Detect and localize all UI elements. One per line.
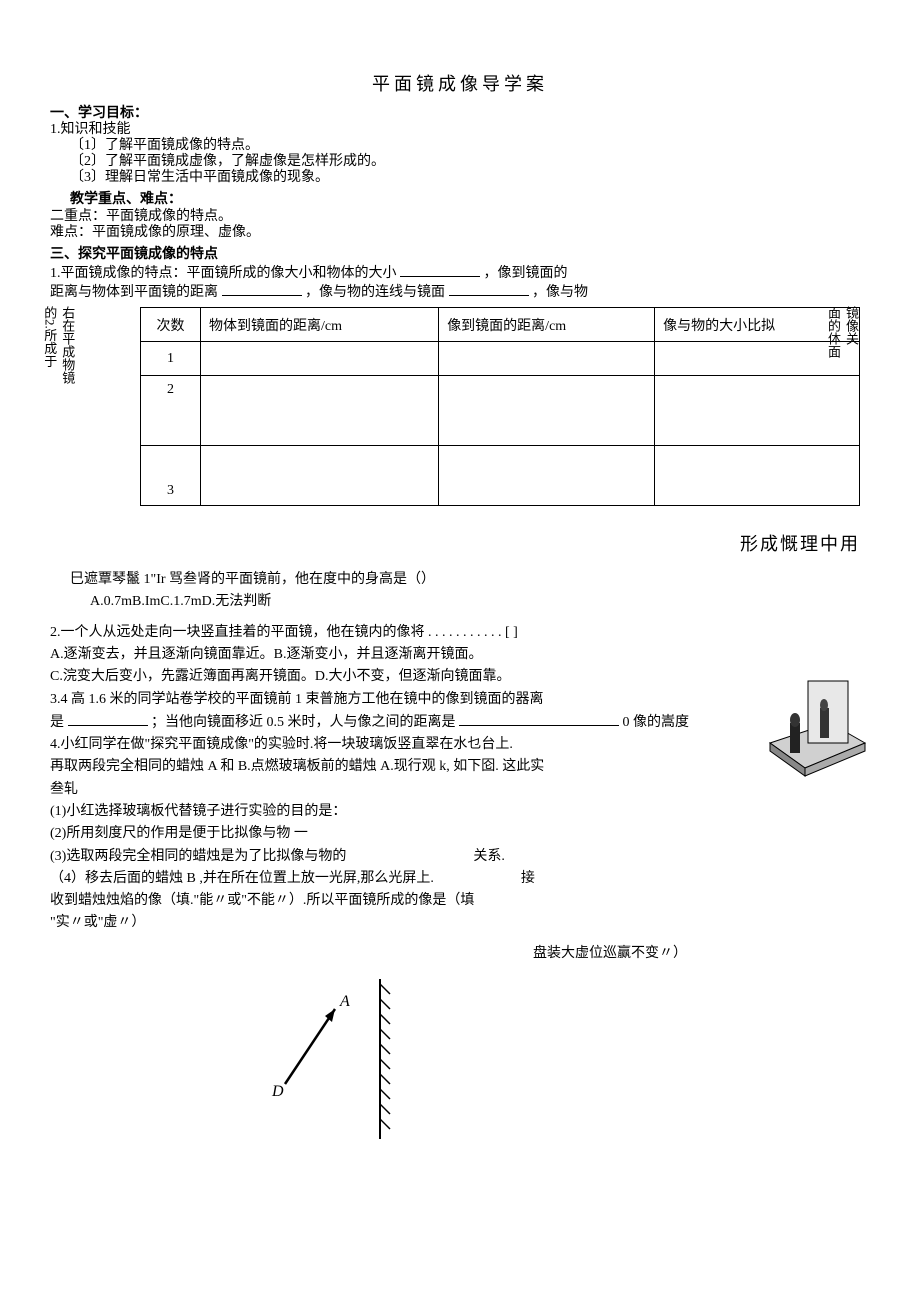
cell-trial-3: 3 (141, 446, 201, 506)
sec3-l1b: ，像到镜面的 (484, 266, 568, 281)
q4-s4a: （4）移去后面的蜡烛 B ,并在所在位置上放一光屏,那么光屏上. (50, 871, 434, 886)
blank-q3b[interactable] (459, 712, 619, 726)
q4-s3a: (3)选取两段完全相同的蜡烛是为了比拟像与物的 (50, 849, 346, 864)
vertical-text-left-2: 右在平成物镜 (60, 306, 74, 384)
q4-sub2: (2)所用刻度尺的作用是便于比拟像与物 一 (50, 824, 870, 844)
cell-trial-2: 2 (141, 376, 201, 446)
q4-sub1: (1)小红选择玻璃板代替镜子进行实验的目的是： (50, 802, 870, 822)
sec1-item-3: 〔3〕理解日常生活中平面镜成像的现象。 (50, 170, 870, 186)
section-1-head: 一、学习目标： (50, 106, 870, 122)
q3-line1: 3.4 高 1.6 米的同学站卷学校的平面镜前 1 束普施方工他在镜中的像到镜面… (50, 690, 870, 710)
q2-opt-ab: A.逐渐变去，并且逐渐向镜面靠近。B.逐渐变小，并且逐渐离开镜面。 (50, 645, 870, 665)
q3-l2a: 是 (50, 715, 64, 730)
table-row: 3 (141, 446, 860, 506)
section-2-head: 教学重点、难点： (50, 192, 870, 208)
table-row: 1 (141, 342, 860, 376)
cell-empty[interactable] (655, 376, 860, 446)
q1-options: A.0.7mB.ImC.1.7mD.无法判断 (50, 592, 870, 612)
cell-empty[interactable] (439, 342, 655, 376)
blank-2[interactable] (222, 282, 302, 296)
sec2-zhong: 二重点：平面镜成像的特点。 (50, 209, 870, 225)
q4-sub5: 收到蜡烛烛焰的像（填."能〃或"不能〃）.所以平面镜所成的像是（填 (50, 891, 870, 911)
bottom-note: 盘装大虚位巡赢不变〃） (350, 944, 870, 964)
cell-empty[interactable] (201, 342, 439, 376)
th-trial: 次数 (141, 308, 201, 342)
page-title: 平面镜成像导学案 (50, 70, 870, 96)
sec3-line1: 1.平面镜成像的特点：平面镜所成的像大小和物体的大小 ，像到镜面的 (50, 263, 870, 282)
upper-content: 一、学习目标： 1.知识和技能 〔1〕了解平面镜成像的特点。 〔2〕了解平面镜成… (50, 106, 870, 506)
cell-empty[interactable] (439, 446, 655, 506)
q4-line2: 再取两段完全相同的蜡烛 A 和 B.点燃玻璃板前的蜡烛 A.现行观 k, 如下囵… (50, 757, 870, 777)
sec1-item-2: 〔2〕了解平面镜成虚像，了解虚像是怎样形成的。 (50, 154, 870, 170)
sec1-item-1: 〔1〕了解平面镜成像的特点。 (50, 138, 870, 154)
sec3-l2b: ，像与物的连线与镜面 (305, 285, 445, 300)
vertical-text-left-1: 的2.所成于 (42, 306, 56, 368)
th-obj-dist: 物体到镜面的距离/cm (201, 308, 439, 342)
experiment-illustration (760, 673, 870, 783)
vertical-text-right-1: 面的体面 (826, 306, 840, 358)
vertical-text-right-2: 镜像关 (844, 306, 858, 345)
table-header-row: 次数 物体到镜面的距离/cm 像到镜面的距离/cm 像与物的大小比拟 (141, 308, 860, 342)
blank-q3a[interactable] (68, 712, 148, 726)
mirror-diagram: A D (230, 974, 470, 1144)
right-note: 形成慨理中用 (50, 530, 860, 556)
blank-3[interactable] (449, 282, 529, 296)
sec3-l2a: 距离与物体到平面镜的距离 (50, 285, 218, 300)
section-3-head: 三、探究平面镜成像的特点 (50, 247, 870, 263)
questions-block: 巳遮覃琴鬣 1"Ir 骂叁肾的平面镜前，他在度中的身高是（） A.0.7mB.I… (50, 570, 870, 1144)
label-a: A (339, 993, 350, 1010)
q3-l2b: ；当他向镜面移近 0.5 米时，人与像之间的距离是 (151, 715, 456, 730)
q4-line3: 叁轧 (50, 780, 870, 800)
q4-sub6: "实〃或"虚〃） (50, 913, 870, 933)
q4-sub3: (3)选取两段完全相同的蜡烛是为了比拟像与物的 关系. (50, 847, 870, 867)
label-d: D (271, 1083, 284, 1100)
th-img-dist: 像到镜面的距离/cm (439, 308, 655, 342)
blank-1[interactable] (400, 263, 480, 277)
q1-text: 巳遮覃琴鬣 1"Ir 骂叁肾的平面镜前，他在度中的身高是（） (50, 570, 870, 590)
cell-trial-1: 1 (141, 342, 201, 376)
sec3-l1a: 1.平面镜成像的特点：平面镜所成的像大小和物体的大小 (50, 266, 397, 281)
q4-line1: 4.小红同学在做"探究平面镜成像"的实验时.将一块玻璃饭竖直翠在水乜台上. (50, 735, 870, 755)
cell-empty[interactable] (655, 446, 860, 506)
cell-empty[interactable] (201, 446, 439, 506)
q3-l2c: 0 像的嵩度 (623, 715, 690, 730)
cell-empty[interactable] (201, 376, 439, 446)
q4-s4b: 接 (521, 871, 535, 886)
q2-line1: 2.一个人从远处走向一块竖直挂着的平面镜，他在镜内的像将 . . . . . .… (50, 623, 870, 643)
experiment-table: 次数 物体到镜面的距离/cm 像到镜面的距离/cm 像与物的大小比拟 1 2 3 (140, 307, 860, 506)
table-row: 2 (141, 376, 860, 446)
sec1-sub: 1.知识和技能 (50, 122, 870, 138)
sec3-line2: 距离与物体到平面镜的距离 ，像与物的连线与镜面 ，像与物 (50, 282, 870, 301)
q2: 2.一个人从远处走向一块竖直挂着的平面镜，他在镜内的像将 . . . . . .… (50, 623, 870, 934)
sec2-nan: 难点：平面镜成像的原理、虚像。 (50, 225, 870, 241)
q2-opt-cd: C.浣变大后变小，先露近簿面再离开镜面。D.大小不变，但逐渐向镜面靠。 (50, 667, 870, 687)
q4-sub4: （4）移去后面的蜡烛 B ,并在所在位置上放一光屏,那么光屏上. 接 (50, 869, 870, 889)
sec3-l2c: ，像与物 (532, 285, 588, 300)
q3-line2: 是 ；当他向镜面移近 0.5 米时，人与像之间的距离是 0 像的嵩度 (50, 712, 870, 733)
cell-empty[interactable] (439, 376, 655, 446)
q4-s3b: 关系. (473, 849, 505, 864)
